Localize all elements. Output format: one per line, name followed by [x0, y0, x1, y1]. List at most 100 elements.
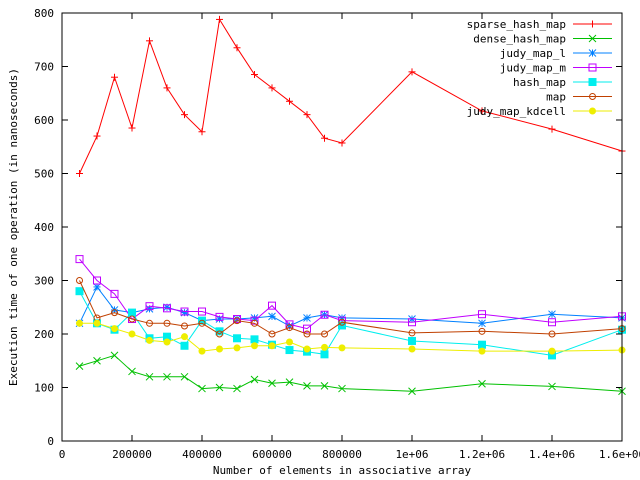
data-point	[250, 335, 259, 344]
data-point	[145, 372, 154, 381]
data-point	[321, 134, 328, 142]
data-point	[128, 308, 136, 317]
data-point	[589, 20, 596, 28]
data-point	[250, 375, 259, 384]
data-point	[268, 330, 276, 338]
legend-label: dense_hash_map	[473, 33, 566, 46]
data-point	[163, 319, 171, 327]
data-point	[250, 316, 259, 325]
data-point	[163, 338, 171, 346]
data-point	[93, 283, 101, 291]
data-point	[268, 301, 276, 310]
data-point	[303, 324, 311, 333]
data-point	[163, 84, 171, 92]
legend-entry: map	[546, 91, 612, 104]
data-point	[408, 318, 416, 327]
data-point	[93, 276, 101, 285]
data-point	[75, 287, 84, 296]
data-point	[216, 330, 223, 338]
data-point	[216, 345, 223, 353]
data-point	[76, 319, 83, 327]
axes: 0 100 200 300 400 500 600 700 800 0 200000 400000 60…	[34, 7, 640, 461]
data-point	[163, 372, 171, 381]
data-point	[338, 318, 346, 326]
data-point	[268, 84, 276, 92]
data-point	[145, 302, 154, 311]
data-point	[548, 382, 556, 391]
data-point	[198, 347, 206, 355]
data-point	[320, 382, 329, 390]
data-point	[146, 37, 153, 45]
data-point	[589, 93, 596, 100]
legend-entry: hash_map	[513, 76, 612, 89]
data-point	[286, 97, 293, 105]
data-point	[589, 107, 596, 115]
legend-entry: sparse_hash_map	[467, 18, 612, 31]
y-axis-label: Execution time of one operation (in nano…	[7, 68, 20, 386]
data-point	[338, 344, 346, 352]
data-point	[93, 132, 101, 140]
x-tick-label: 600000	[252, 448, 292, 461]
data-point	[285, 346, 294, 355]
series-sparse_hash_map	[76, 15, 626, 177]
data-point	[233, 344, 241, 352]
legend-entry: judy_map_kdcell	[467, 105, 612, 118]
data-point	[146, 336, 153, 344]
y-tick-label: 600	[34, 114, 54, 127]
y-tick-label: 200	[34, 328, 54, 341]
data-point	[128, 315, 136, 323]
data-point	[110, 289, 119, 298]
data-point	[233, 315, 241, 324]
y-tick-label: 700	[34, 61, 54, 74]
data-point	[320, 310, 329, 319]
data-point	[251, 342, 258, 350]
series-judy_map_kdcell	[76, 319, 626, 355]
data-point	[408, 336, 416, 345]
data-point	[303, 382, 311, 390]
data-point	[233, 384, 241, 393]
y-tick-label: 400	[34, 221, 54, 234]
data-point	[180, 307, 189, 316]
data-point	[181, 333, 188, 341]
data-point	[303, 111, 311, 119]
data-point	[181, 111, 188, 119]
data-point	[408, 68, 416, 76]
data-point	[303, 314, 311, 322]
legend-entry: judy_map_l	[500, 47, 612, 60]
data-point	[588, 34, 597, 43]
data-point	[128, 367, 136, 376]
y-tick-label: 0	[47, 435, 54, 448]
data-point	[111, 325, 118, 333]
data-point	[233, 44, 241, 52]
x-tick-label: 1.6e+06	[599, 448, 640, 461]
data-point	[110, 351, 119, 360]
series-line	[79, 17, 623, 174]
data-point	[93, 319, 101, 327]
data-point	[478, 107, 486, 115]
data-point	[588, 49, 597, 57]
data-point	[93, 356, 101, 365]
data-point	[588, 63, 597, 72]
y-tick-label: 100	[34, 382, 54, 395]
series-map	[76, 277, 626, 338]
legend-label: hash_map	[513, 76, 566, 89]
data-point	[321, 330, 328, 338]
data-point	[76, 170, 83, 177]
data-point	[163, 304, 171, 313]
data-point	[233, 334, 241, 343]
x-tick-label: 1.4e+06	[529, 448, 575, 461]
x-axis-label: Number of elements in associative array	[213, 464, 472, 477]
data-point	[128, 330, 136, 338]
y-tick-label: 800	[34, 7, 54, 20]
data-point	[320, 350, 329, 359]
series-judy_map_m	[75, 255, 626, 333]
data-point	[198, 307, 206, 316]
series-judy_map_l	[75, 283, 626, 330]
data-point	[75, 255, 84, 264]
data-point	[338, 139, 346, 147]
data-point	[303, 330, 311, 338]
data-point	[75, 362, 84, 370]
x-tick-label: 1.2e+06	[459, 448, 505, 461]
data-point	[478, 319, 486, 328]
